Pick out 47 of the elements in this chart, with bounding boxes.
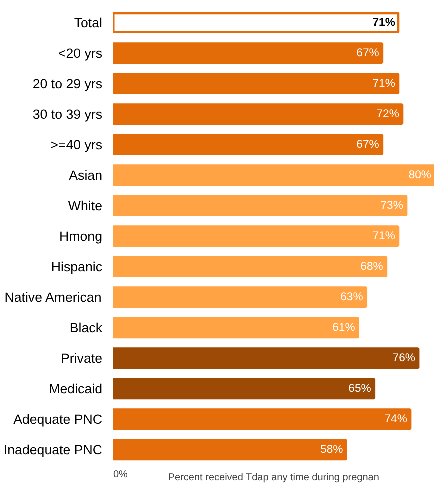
data-label: 72% [376,108,400,120]
data-label: 58% [320,444,344,456]
data-label: 61% [332,322,356,334]
y-tick-label: <20 yrs [58,46,103,61]
data-label: 67% [356,47,380,60]
y-tick-label: 20 to 29 yrs [32,76,103,92]
text: 0% [114,470,128,481]
bar [114,439,348,461]
bar [114,73,400,95]
bar [114,164,434,186]
data-label: 73% [380,200,404,212]
bar [114,378,376,400]
y-tick-label: Total [74,15,103,30]
y-tick-label: Medicaid [49,381,103,396]
y-tick-label: Hispanic [51,259,103,274]
data-label: 68% [360,260,384,273]
data-label: 80% [408,169,432,182]
data-label: 76% [392,352,416,364]
data-label: 71% [372,230,396,242]
bar [114,408,412,430]
data-label: 65% [348,382,372,395]
y-tick-label: Adequate PNC [14,412,103,427]
data-label: 71% [372,78,396,90]
y-tick-label: Native American [4,290,102,305]
data-label: 67% [356,138,380,151]
y-tick-label: Black [70,320,103,336]
bar [114,226,400,248]
bar [114,348,420,370]
y-tick-label: Asian [69,168,103,183]
data-label: 63% [340,291,364,304]
bar [114,256,388,278]
y-tick-label: White [68,198,103,214]
bar [114,42,384,64]
y-tick-label: Hmong [60,228,103,244]
y-tick-label: 30 to 39 yrs [32,106,103,122]
y-tick-label: Inadequate PNC [4,442,103,458]
bar [114,134,384,156]
bar [114,195,408,217]
y-tick-label: Private [61,350,103,366]
bar [114,286,368,308]
bar [114,12,400,34]
bar [114,317,360,339]
data-label: 71% [372,16,396,29]
data-label: 74% [384,413,408,426]
bar [114,104,404,126]
y-tick-label: >=40 yrs [50,137,103,152]
x-axis-title: Percent received Tdap any time during pregnan [168,472,380,484]
